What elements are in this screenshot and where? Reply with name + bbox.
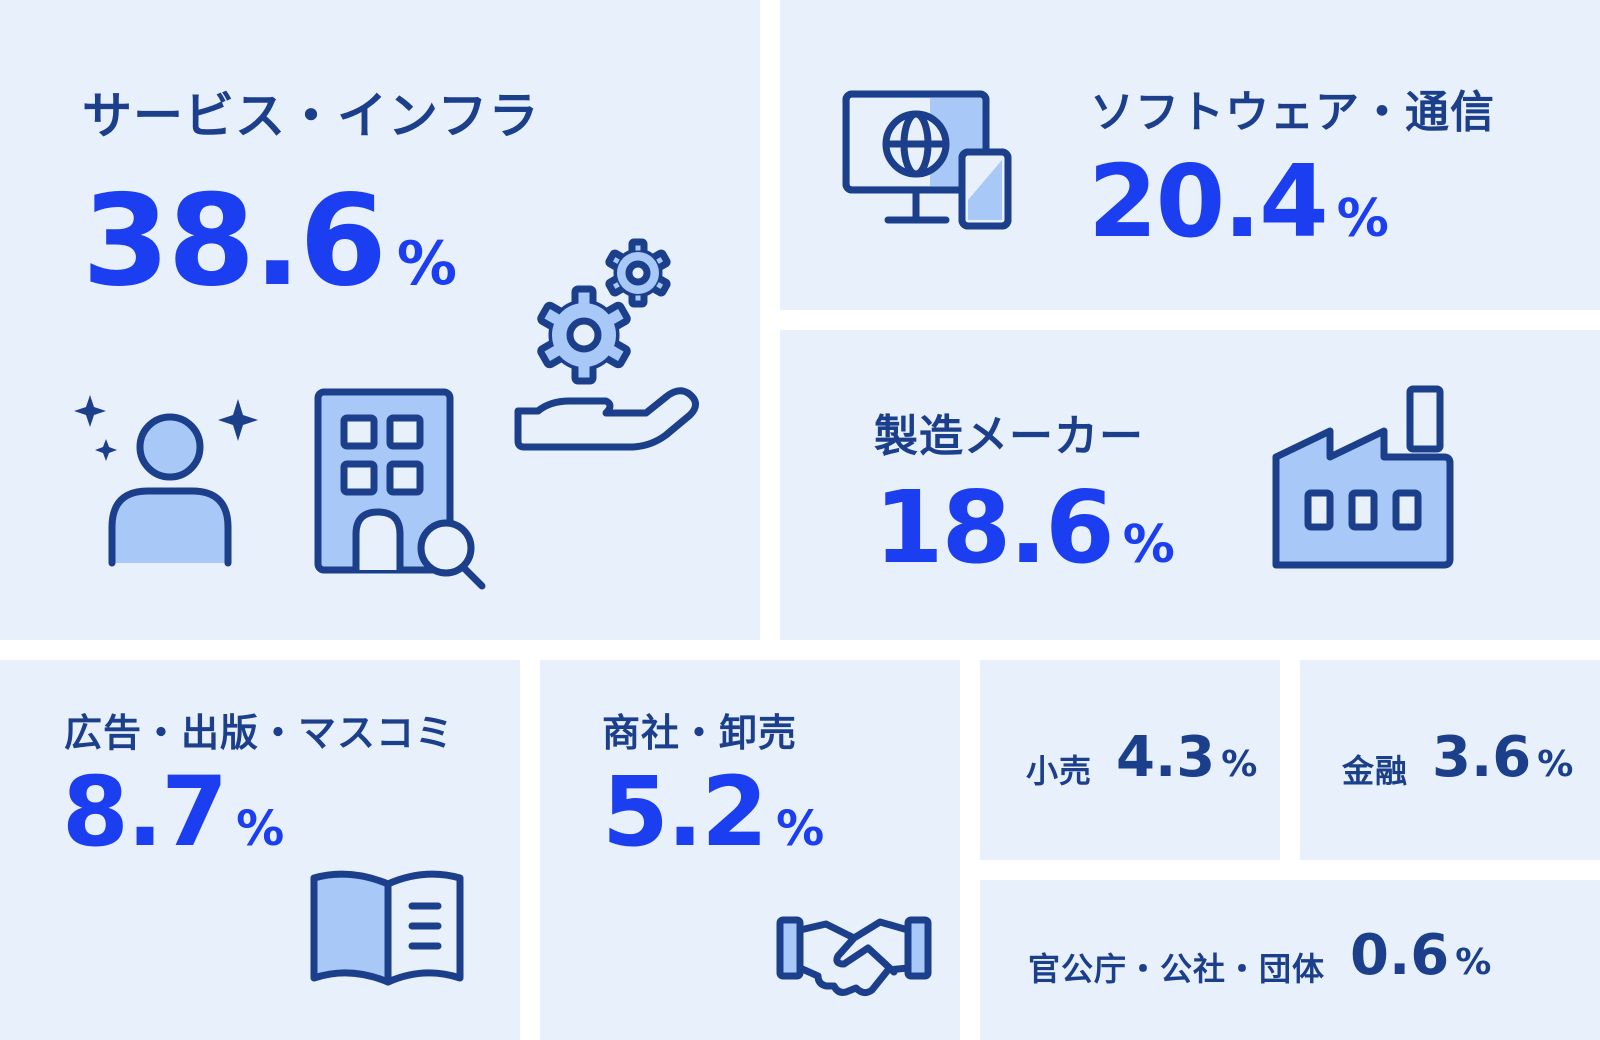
tile-software-telecom: ソフトウェア・通信 20.4% xyxy=(780,0,1600,310)
label-government: 官公庁・公社・団体 xyxy=(1028,950,1326,988)
monitor-globe-icon xyxy=(842,90,1012,230)
label-finance: 金融 xyxy=(1342,752,1409,790)
person-sparkle-icon xyxy=(74,395,258,567)
tile-retail: 小売 4.3% xyxy=(980,660,1280,860)
tile-manufacturing: 製造メーカー 18.6% xyxy=(780,330,1600,640)
hand-gears-icon xyxy=(514,238,699,451)
value-advertising: 8.7% xyxy=(62,756,285,868)
value-retail: 4.3% xyxy=(1116,725,1258,790)
value-government: 0.6% xyxy=(1350,923,1492,988)
tile-government: 官公庁・公社・団体 0.6% xyxy=(980,880,1600,1040)
label-trading: 商社・卸売 xyxy=(602,711,798,755)
value-manufacturing: 18.6% xyxy=(874,469,1175,586)
value-software-telecom: 20.4% xyxy=(1088,143,1389,260)
open-book-icon xyxy=(310,870,464,986)
value-trading: 5.2% xyxy=(602,756,825,868)
label-service-infra: サービス・インフラ xyxy=(82,87,540,145)
building-search-icon xyxy=(314,388,486,590)
value-service-infra: 38.6% xyxy=(82,167,458,314)
tile-advertising: 広告・出版・マスコミ 8.7% xyxy=(0,660,520,1040)
tile-finance: 金融 3.6% xyxy=(1300,660,1600,860)
tile-service-infra: サービス・インフラ 38.6% xyxy=(0,0,760,640)
label-manufacturing: 製造メーカー xyxy=(874,411,1144,462)
label-advertising: 広告・出版・マスコミ xyxy=(64,711,455,755)
factory-icon xyxy=(1272,385,1454,569)
label-software-telecom: ソフトウェア・通信 xyxy=(1090,87,1495,138)
handshake-icon xyxy=(776,916,932,997)
tile-trading: 商社・卸売 5.2% xyxy=(540,660,960,1040)
label-retail: 小売 xyxy=(1026,752,1093,790)
value-finance: 3.6% xyxy=(1432,725,1574,790)
